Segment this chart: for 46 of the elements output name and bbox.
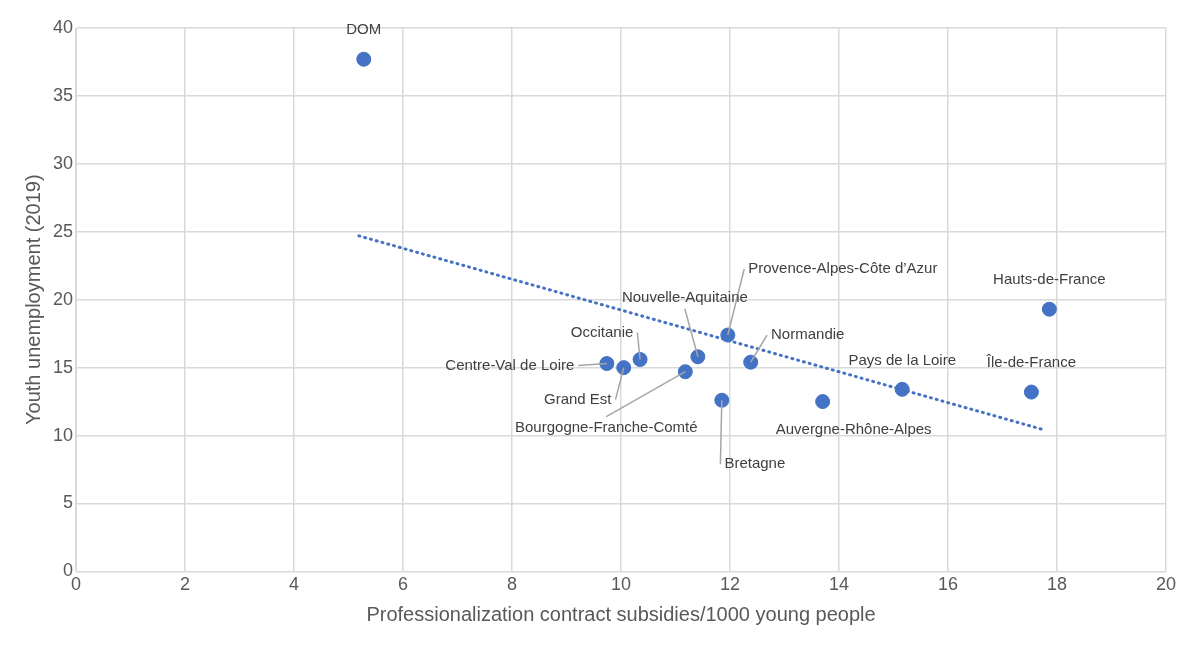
point [894,381,910,397]
x-tick-label: 10 [611,574,632,595]
point [690,349,706,365]
annotation: Nouvelle-Aquitaine [621,287,748,305]
x-tick-label: 4 [289,574,300,595]
y-tick-label: 30 [52,152,74,173]
point [714,392,730,408]
x-tick-label: 16 [937,574,959,595]
x-tick-label: 2 [180,574,191,595]
y-tick-label: 10 [52,424,74,445]
point [1041,301,1057,317]
point [616,360,632,376]
x-tick-label: 6 [398,574,409,595]
x-tick-label: 18 [1046,574,1068,595]
x-axis-title: Professionalization contract subsidies/1000 young people [366,602,876,625]
point [815,394,831,410]
point [1023,384,1039,400]
point [356,51,372,67]
y-tick-label: 40 [52,16,74,37]
x-tick-label: 14 [828,574,850,595]
x-tick-label: 8 [507,574,518,595]
annotation: Centre-Val de Loire [445,355,575,373]
annotation: Provence-Alpes-Côte d’Azur [748,259,938,277]
point [632,351,648,367]
annotation: DOM [346,20,382,38]
annotation: Auvergne-Rhône-Alpes [775,419,932,437]
y-axis-title: Youth unemployment (2019) [21,174,44,425]
annotation: Normandie [771,325,845,343]
y-tick-label: 25 [52,220,74,241]
y-tick-label: 15 [52,356,74,377]
annotation: Hauts-de-France [993,270,1106,288]
annotation: Grand Est [543,389,613,407]
annotation: Île-de-France [985,353,1076,371]
annotation: Bretagne [724,454,786,472]
y-tick-label: 5 [63,492,74,513]
y-tick-label: 20 [52,288,74,309]
point [599,356,615,372]
x-tick-label: 12 [719,574,741,595]
point [677,364,693,380]
y-tick-label: 35 [52,84,74,105]
point [720,327,736,343]
x-tick-label: 20 [1155,574,1177,595]
annotation: Pays de la Loire [848,350,957,368]
annotation: Bourgogne-Franche-Comté [515,417,698,435]
point [743,354,759,370]
annotation: Occitanie [570,322,634,340]
